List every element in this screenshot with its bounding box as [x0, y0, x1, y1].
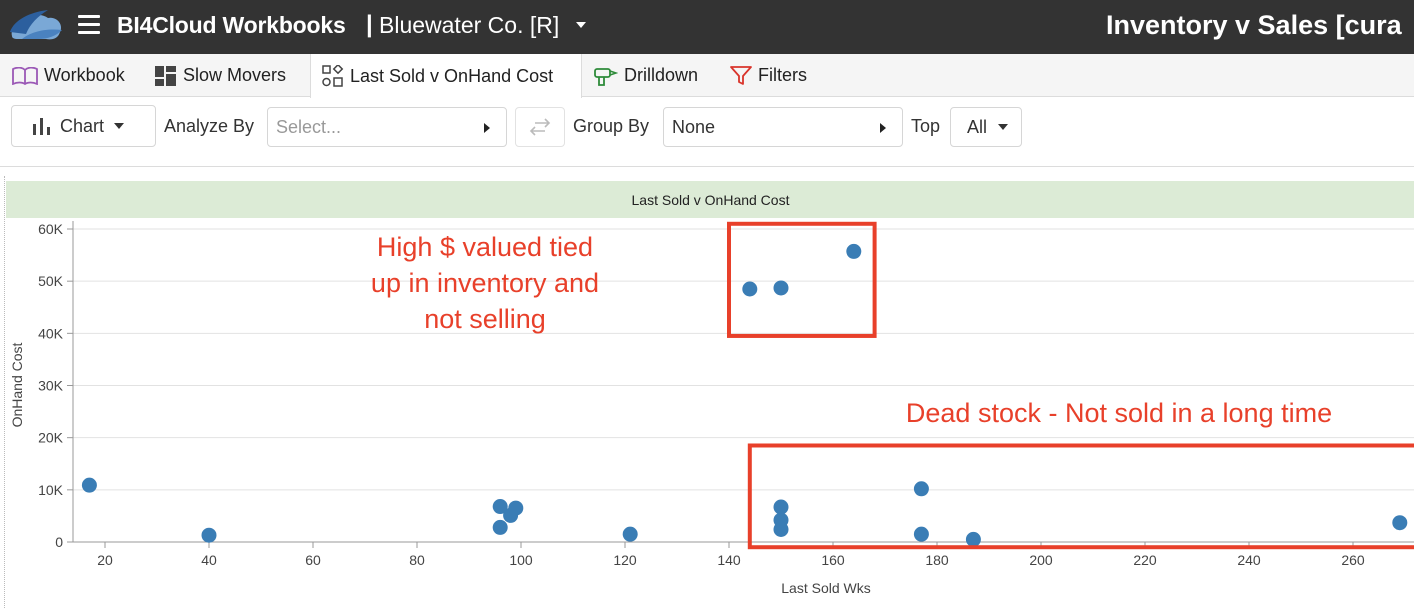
- data-point: [773, 280, 789, 296]
- chevron-down-icon[interactable]: [576, 22, 586, 28]
- x-tick-label: 160: [821, 552, 845, 568]
- tab-bar: Workbook Slow Movers Last Sold v OnHand …: [0, 54, 1414, 98]
- company-selector[interactable]: Bluewater Co. [R]: [379, 12, 560, 38]
- book-icon: [12, 66, 38, 85]
- data-point: [913, 526, 929, 542]
- x-tick-label: 180: [925, 552, 949, 568]
- y-tick-label: 20K: [38, 430, 64, 446]
- filter-icon: [730, 65, 752, 86]
- data-point: [846, 243, 862, 259]
- report-title: Inventory v Sales [cura: [1106, 10, 1402, 40]
- shapes-icon: [322, 65, 344, 87]
- x-tick-label: 200: [1029, 552, 1053, 568]
- y-axis-label: OnHand Cost: [9, 342, 25, 427]
- data-point: [965, 531, 981, 547]
- x-tick-label: 240: [1237, 552, 1261, 568]
- x-tick-label: 80: [409, 552, 425, 568]
- data-point: [492, 499, 508, 515]
- cloud-logo-icon[interactable]: [8, 6, 64, 44]
- bar-chart-icon: [32, 117, 52, 135]
- analyze-by-label: Analyze By: [164, 116, 255, 136]
- tab-last-sold-v-onhand-cost[interactable]: Last Sold v OnHand Cost: [310, 54, 582, 98]
- chart-panel: Last Sold v OnHand Cost: [4, 176, 1414, 608]
- data-point: [508, 500, 524, 516]
- data-point: [81, 477, 97, 493]
- top-header-bar: BI4Cloud Workbooks | Bluewater Co. [R] I…: [0, 0, 1414, 54]
- tab-label: Slow Movers: [183, 65, 287, 85]
- x-tick-label: 100: [509, 552, 533, 568]
- annotation-text: High $ valued tied: [377, 232, 593, 262]
- tab-slow-movers[interactable]: Slow Movers: [155, 54, 286, 97]
- annotation-text: Dead stock - Not sold in a long time: [906, 398, 1332, 428]
- data-point: [913, 481, 929, 497]
- annotation-box: [747, 443, 1414, 550]
- y-tick-label: 0: [55, 534, 63, 550]
- drill-icon: [594, 65, 618, 87]
- menu-icon[interactable]: [78, 15, 100, 37]
- chevron-down-icon: [998, 124, 1009, 130]
- group-by-select[interactable]: None: [663, 107, 903, 147]
- tab-label: Last Sold v OnHand Cost: [350, 65, 554, 86]
- chart-type-button[interactable]: Chart: [11, 105, 156, 147]
- top-label: Top: [911, 116, 941, 136]
- app-title: BI4Cloud Workbooks: [117, 12, 346, 38]
- annotation-text: up in inventory and: [371, 268, 599, 298]
- x-tick-label: 140: [717, 552, 741, 568]
- x-tick-label: 120: [613, 552, 637, 568]
- annotation-text: not selling: [424, 304, 546, 334]
- analyze-by-select[interactable]: Select...: [267, 107, 507, 147]
- top-select[interactable]: All: [950, 107, 1022, 147]
- annotation-box: [727, 221, 877, 338]
- tab-label: Workbook: [44, 65, 125, 85]
- y-tick-label: 30K: [38, 378, 64, 394]
- y-tick-label: 60K: [38, 221, 64, 237]
- x-tick-label: 220: [1133, 552, 1157, 568]
- data-point: [742, 281, 758, 297]
- top-value: All: [967, 116, 988, 137]
- x-tick-label: 60: [305, 552, 321, 568]
- chevron-right-icon: [484, 123, 490, 133]
- group-by-label: Group By: [573, 116, 650, 136]
- chart-button-label: Chart: [60, 115, 105, 136]
- x-tick-label: 20: [97, 552, 113, 568]
- x-tick-label: 40: [201, 552, 217, 568]
- swap-icon: [527, 118, 553, 136]
- tab-workbook[interactable]: Workbook: [12, 54, 125, 97]
- title-separator: |: [366, 11, 373, 38]
- chevron-right-icon: [880, 123, 886, 133]
- y-tick-label: 50K: [38, 273, 64, 289]
- x-axis-label: Last Sold Wks: [781, 580, 870, 596]
- tab-label: Drilldown: [624, 65, 699, 85]
- data-point: [622, 526, 638, 542]
- data-point: [773, 499, 789, 515]
- data-point: [773, 521, 789, 537]
- tab-filters[interactable]: Filters: [730, 54, 807, 97]
- y-tick-label: 10K: [38, 482, 64, 498]
- data-point: [492, 519, 508, 535]
- data-point: [1392, 515, 1408, 531]
- chart-title: Last Sold v OnHand Cost: [6, 181, 1414, 218]
- tab-drilldown[interactable]: Drilldown: [594, 54, 698, 97]
- y-tick-label: 40K: [38, 325, 64, 341]
- dashboard-icon: [155, 65, 177, 86]
- analysis-toolbar: Chart Analyze By Select... Group By None…: [0, 97, 1414, 167]
- swap-axes-button[interactable]: [515, 107, 565, 147]
- tab-label: Filters: [758, 65, 807, 85]
- chevron-down-icon: [114, 123, 125, 129]
- group-by-value: None: [672, 116, 716, 137]
- data-point: [201, 527, 217, 543]
- analyze-by-placeholder: Select...: [276, 116, 342, 137]
- x-tick-label: 260: [1341, 552, 1365, 568]
